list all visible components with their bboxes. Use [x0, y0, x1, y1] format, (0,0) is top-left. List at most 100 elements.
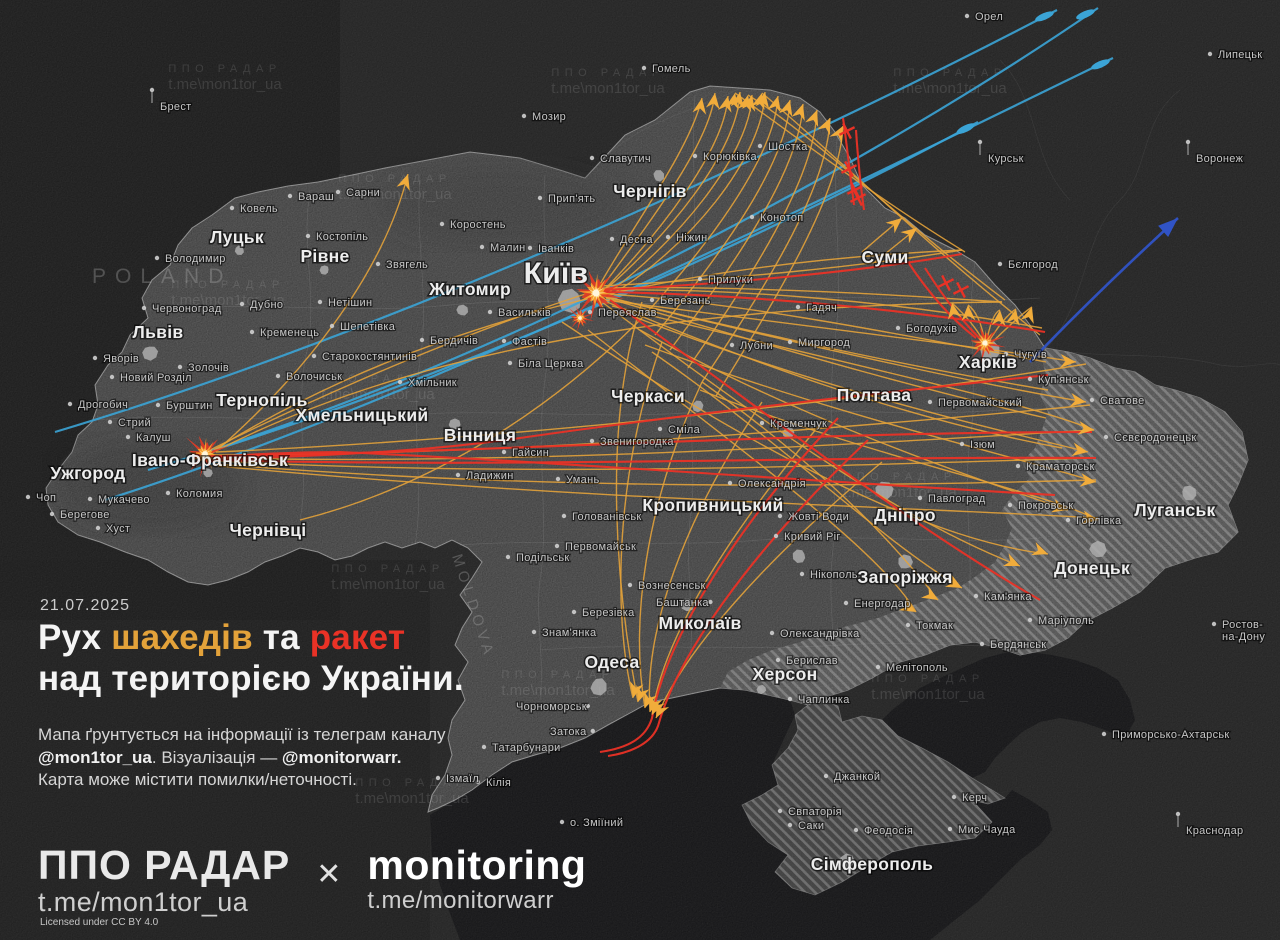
watermark-line1: ППО РАДАР: [871, 673, 984, 685]
urban-area: [792, 549, 806, 563]
brand-ppo-radar: ППО РАДАР t.me/mon1tor_ua: [38, 845, 290, 918]
city-dot: [777, 513, 783, 519]
city-label: Дрогобич: [78, 399, 128, 411]
interceptor-track: [1029, 217, 1179, 363]
city-label: Миргород: [798, 337, 850, 349]
city-label: Чоп: [36, 492, 56, 504]
desc-channel-2: @monitorwarr.: [281, 747, 402, 767]
city-label: Кременець: [260, 327, 319, 339]
city-dot: [641, 65, 647, 71]
city-minor: Васильків: [487, 306, 552, 320]
city-dot: [997, 261, 1003, 267]
city-label: Бердянськ: [990, 639, 1046, 651]
recon-track-head: [1091, 59, 1110, 70]
city-minor: Євпаторія: [777, 805, 843, 819]
shahed-arrow-icon: [1002, 553, 1020, 566]
city-label: Павлоград: [928, 493, 986, 505]
city-dot: [1007, 502, 1013, 508]
city-minor: Шепетівка: [329, 320, 397, 334]
shahed-arrow-icon: [817, 118, 830, 136]
city-minor: Саки: [787, 819, 825, 833]
city-label: Бєлгород: [1008, 259, 1058, 271]
shahed-track: [587, 329, 917, 613]
city-dot: [571, 609, 577, 615]
shahed-track: [209, 289, 599, 451]
city-label: Джанкой: [834, 771, 880, 783]
city-minor: Сміла: [657, 423, 702, 437]
city-label: Куп'янськ: [1038, 374, 1089, 386]
city-label-major: Одеса: [585, 652, 640, 672]
city-label: Енергодар: [854, 598, 911, 610]
shahed-track: [213, 457, 1093, 471]
shahed-track: [734, 92, 966, 253]
city-label: Корюківка: [703, 151, 757, 163]
explosion-icon: [968, 326, 1006, 364]
city-minor: Первомайський: [927, 396, 1023, 410]
city-label-major: Тернопіль: [216, 390, 308, 410]
city-dot: [177, 364, 183, 370]
city-label: Бурштин: [166, 400, 213, 412]
city-dot: [1185, 139, 1191, 145]
city-minor: Ладижин: [455, 469, 515, 483]
city-minor: Шостка: [757, 140, 809, 154]
city-minor: Керч: [951, 791, 988, 805]
city-dot: [141, 305, 147, 311]
shahed-track: [605, 91, 766, 299]
city-dot: [165, 490, 171, 496]
shahed-track: [651, 421, 823, 716]
city-dot: [1101, 731, 1107, 737]
city-label-major: Львів: [133, 322, 184, 342]
city-label: Новий Розділ: [120, 372, 192, 384]
city-label: Мукачево: [98, 494, 150, 506]
city-dot: [657, 426, 663, 432]
recon-track: [54, 9, 1058, 434]
shahed-arrow-icon: [805, 110, 819, 128]
downed-missile-x-icon: [952, 281, 970, 299]
shahed-track: [214, 173, 409, 453]
city-minor: Корюківка: [692, 150, 758, 164]
city-label: Євпаторія: [788, 806, 842, 818]
city-dot: [1065, 517, 1071, 523]
city-minor: Хуст: [95, 522, 131, 536]
city-dot: [757, 143, 763, 149]
shahed-track: [621, 311, 1089, 453]
city-label: Приморсько-Ахтарськ: [1112, 729, 1230, 741]
city-label: Голованівськ: [572, 511, 641, 523]
city-minor: о. Зміїний: [559, 816, 624, 830]
shahed-track: [605, 297, 1047, 419]
shahed-arrow-icon: [630, 681, 644, 698]
city-dot: [561, 513, 567, 519]
city-dot: [777, 808, 783, 814]
city-label: Кривий Ріг: [784, 531, 841, 543]
city-dot: [507, 360, 513, 366]
downed-missile-x-icon: [840, 160, 858, 178]
city-minor: Приморсько-Ахтарськ: [1101, 728, 1230, 742]
city-minor: Ізюм: [959, 438, 996, 452]
interceptor-arrow-icon: [1158, 218, 1178, 237]
city-minor: Іванків: [527, 242, 575, 256]
city-label: Золочів: [188, 362, 229, 374]
shahed-track: [620, 341, 663, 699]
city-label: Коростень: [450, 219, 506, 231]
city-minor: Миргород: [787, 336, 851, 350]
shahed-track: [599, 92, 716, 291]
city-label: Нікополь: [810, 569, 858, 581]
shahed-track: [299, 319, 641, 521]
city-label: Березань: [660, 295, 711, 307]
shahed-arrow-icon: [991, 310, 1006, 327]
shahed-track: [603, 94, 753, 297]
city-dot: [759, 420, 765, 426]
city-minor: Олександрія: [727, 477, 807, 491]
city-minor: Лубни: [729, 339, 774, 353]
city-label-major: Луцьк: [210, 227, 264, 247]
city-label: Маріуполь: [1038, 615, 1094, 627]
city-minor: Прилуки: [697, 273, 754, 287]
city-dot: [1103, 434, 1109, 440]
city-minor: Десна: [609, 233, 654, 247]
city-minor: Дрогобич: [67, 398, 129, 412]
shahed-track: [599, 249, 963, 287]
city-dot: [649, 297, 655, 303]
missile-track: [601, 290, 1046, 334]
